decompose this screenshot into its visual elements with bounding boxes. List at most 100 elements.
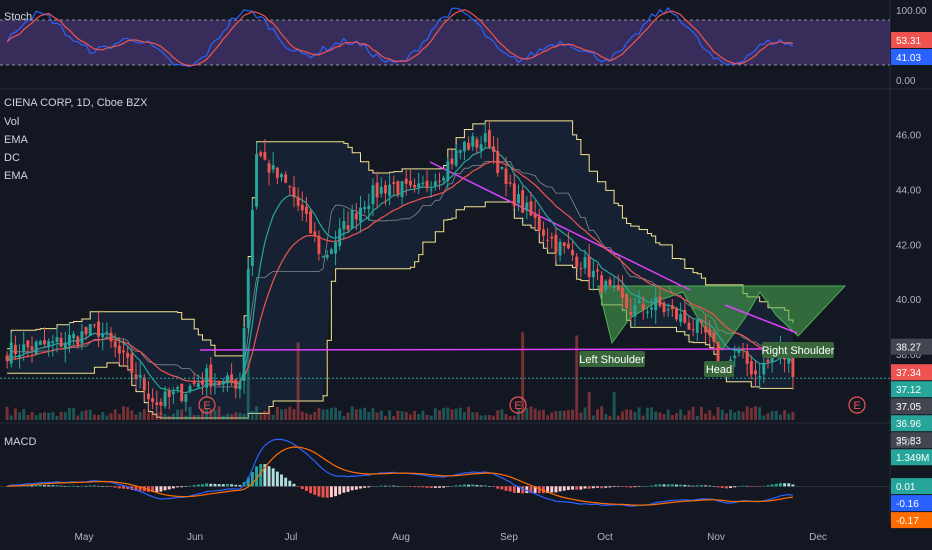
volume-bar — [670, 415, 674, 420]
macd-hist-bar — [72, 485, 76, 487]
candle-body — [180, 383, 184, 402]
volume-bar — [321, 409, 325, 420]
candle-body — [737, 348, 741, 353]
head-shoulders-pattern[interactable] — [597, 285, 847, 351]
axis-tick-label: 2.00 — [896, 437, 916, 448]
volume-bar — [583, 407, 587, 420]
candle-body — [126, 352, 130, 358]
candle-body — [458, 150, 462, 153]
macd-hist-bar — [321, 486, 325, 498]
volume-bar — [26, 415, 30, 420]
candle-body — [529, 201, 533, 216]
downtrend-line[interactable] — [429, 161, 691, 291]
candle-body — [109, 332, 113, 342]
candle-body — [151, 398, 155, 402]
volume-bar — [546, 415, 550, 420]
price-tag-label: 53.31 — [896, 36, 921, 47]
volume-bar — [529, 406, 533, 420]
macd-hist-bar — [284, 477, 288, 487]
volume-bar — [242, 413, 246, 420]
candle-body — [712, 332, 716, 342]
volume-bar — [221, 415, 225, 420]
candle-body — [55, 337, 59, 342]
candle-body — [159, 401, 163, 406]
candle-body — [101, 334, 105, 338]
volume-bar — [417, 414, 421, 420]
macd-hist-bar — [34, 485, 38, 487]
price-tag-label: 41.03 — [896, 53, 921, 64]
volume-bar — [637, 407, 641, 420]
ann-right-shoulder[interactable]: Right Shoulder — [762, 342, 835, 358]
candle-body — [770, 357, 774, 363]
macd-hist-bar — [51, 485, 55, 487]
ann-left-shoulder[interactable]: Left Shoulder — [579, 351, 645, 367]
volume-bar — [151, 411, 155, 420]
macd-tags: 0.01 -0.16 -0.17 — [891, 478, 932, 529]
volume-bar — [438, 410, 441, 420]
macd-hist-bar — [517, 486, 520, 493]
macd-hist-bar — [84, 485, 88, 487]
macd-hist-bar — [184, 486, 188, 487]
macd-hist-bar — [708, 485, 712, 487]
volume-bar — [662, 413, 666, 420]
macd-hist-bar — [59, 485, 63, 487]
macd-hist-bar — [425, 486, 429, 488]
price-pane[interactable]: Left Shoulder Head Right Shoulder E E E … — [0, 97, 932, 466]
candle-body — [105, 331, 109, 333]
macd-hist-bar — [255, 466, 259, 487]
earnings-marker[interactable]: E — [509, 396, 527, 414]
macd-hist-bar — [650, 485, 654, 487]
annotation-left-shoulder: Left Shoulder — [579, 354, 645, 366]
macd-hist-bar — [687, 485, 691, 487]
volume-bar — [408, 414, 412, 420]
candle-body — [550, 236, 554, 239]
macd-pane[interactable]: MACD 2.00 0.01 -0.16 -0.17 — [0, 436, 932, 529]
candle-body — [388, 184, 392, 197]
candle-body — [408, 180, 412, 186]
candle-body — [450, 158, 454, 165]
volume-bar — [666, 409, 670, 420]
macd-hist-bar — [620, 486, 624, 487]
macd-hist-bar — [296, 486, 300, 487]
volume-bar — [292, 409, 296, 420]
macd-hist-bar — [462, 484, 466, 487]
price-tag — [891, 49, 932, 66]
volume-bar — [745, 406, 749, 420]
right-shoulder-trendline[interactable] — [724, 304, 798, 334]
candle-body — [97, 321, 101, 337]
volume-bar — [9, 415, 13, 420]
candle-body — [596, 269, 599, 272]
neckline-trendline[interactable] — [199, 348, 791, 351]
volume-bar — [645, 407, 649, 420]
volume-bar — [230, 414, 234, 420]
volume-bar — [566, 410, 570, 420]
macd-hist-bar — [201, 484, 204, 487]
candle-body — [662, 302, 666, 313]
macd-hist-bar — [259, 464, 263, 487]
symbol-label: CIENA CORP, 1D, Cboe BZX — [4, 97, 148, 109]
volume-bar — [421, 410, 425, 420]
volume-bar — [695, 415, 699, 420]
candle-body — [130, 353, 134, 374]
stoch-pane[interactable]: Stoch 100.00 0.00 53.31 41.03 — [0, 6, 932, 87]
macd-hist-bar — [167, 486, 171, 490]
macd-hist-bar — [587, 486, 591, 489]
ann-head[interactable]: Head — [704, 361, 734, 377]
macd-hist-bar — [558, 486, 562, 492]
candle-body — [329, 249, 333, 254]
volume-bar — [517, 409, 520, 420]
volume-bar — [654, 411, 658, 420]
volume-bar — [766, 413, 770, 420]
macd-hist-bar — [47, 485, 51, 487]
earnings-circle — [198, 396, 216, 414]
earnings-marker[interactable]: E — [198, 396, 216, 414]
earnings-marker[interactable]: E — [848, 396, 866, 414]
candle-body — [791, 357, 795, 377]
candle-body — [309, 211, 313, 234]
price-tag — [891, 398, 932, 415]
macd-hist-bar — [641, 486, 645, 487]
macd-hist-bar — [550, 486, 554, 493]
macd-hist-bar — [724, 486, 728, 489]
candle-body — [745, 351, 749, 365]
